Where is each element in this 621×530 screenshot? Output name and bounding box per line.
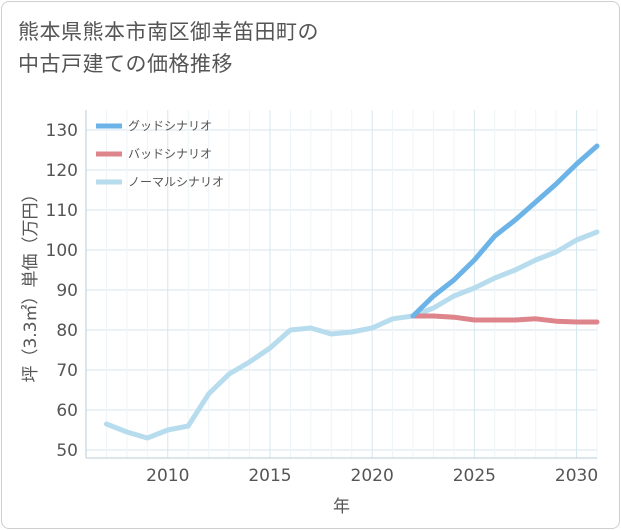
series-line-2 (103, 229, 600, 441)
axes: 50 60 70 80 90 100 110 120 130 2010 2015 2020 2025 20… (46, 110, 598, 486)
y-tick-label: 130 (46, 121, 78, 141)
y-tick-label: 90 (56, 281, 78, 301)
plot-area (86, 110, 597, 458)
chart-title: 熊本県熊本市南区御幸笛田町の 中古戸建ての価格推移 (18, 16, 319, 80)
x-tick-label: 2015 (248, 466, 291, 486)
chart-title-line-2: 中古戸建ての価格推移 (18, 52, 233, 76)
series-lines (103, 143, 600, 441)
x-axis-label: 年 (333, 497, 350, 517)
series-line-1 (410, 313, 600, 325)
x-tick-label: 2025 (453, 466, 496, 486)
y-tick-label: 120 (46, 161, 78, 181)
y-tick-label: 100 (46, 241, 78, 261)
y-tick-label: 80 (56, 321, 78, 341)
legend-label-2: ノーマルシナリオ (128, 175, 224, 189)
y-axis-label: 坪（3.3㎡）単価（万円） (21, 185, 41, 382)
y-tick-label: 60 (56, 401, 78, 421)
grid (85, 110, 598, 458)
x-tick-label: 2010 (146, 466, 189, 486)
series-line-0 (410, 143, 600, 319)
y-tick-label: 50 (56, 441, 78, 461)
x-tick-label: 2020 (351, 466, 394, 486)
x-tick-label: 2030 (555, 466, 598, 486)
chart-title-line-1: 熊本県熊本市南区御幸笛田町の (18, 20, 319, 44)
y-tick-label: 110 (46, 201, 78, 221)
y-tick-label: 70 (56, 361, 78, 381)
legend-label-0: グッドシナリオ (128, 119, 212, 133)
legend-label-1: バッドシナリオ (128, 147, 212, 161)
